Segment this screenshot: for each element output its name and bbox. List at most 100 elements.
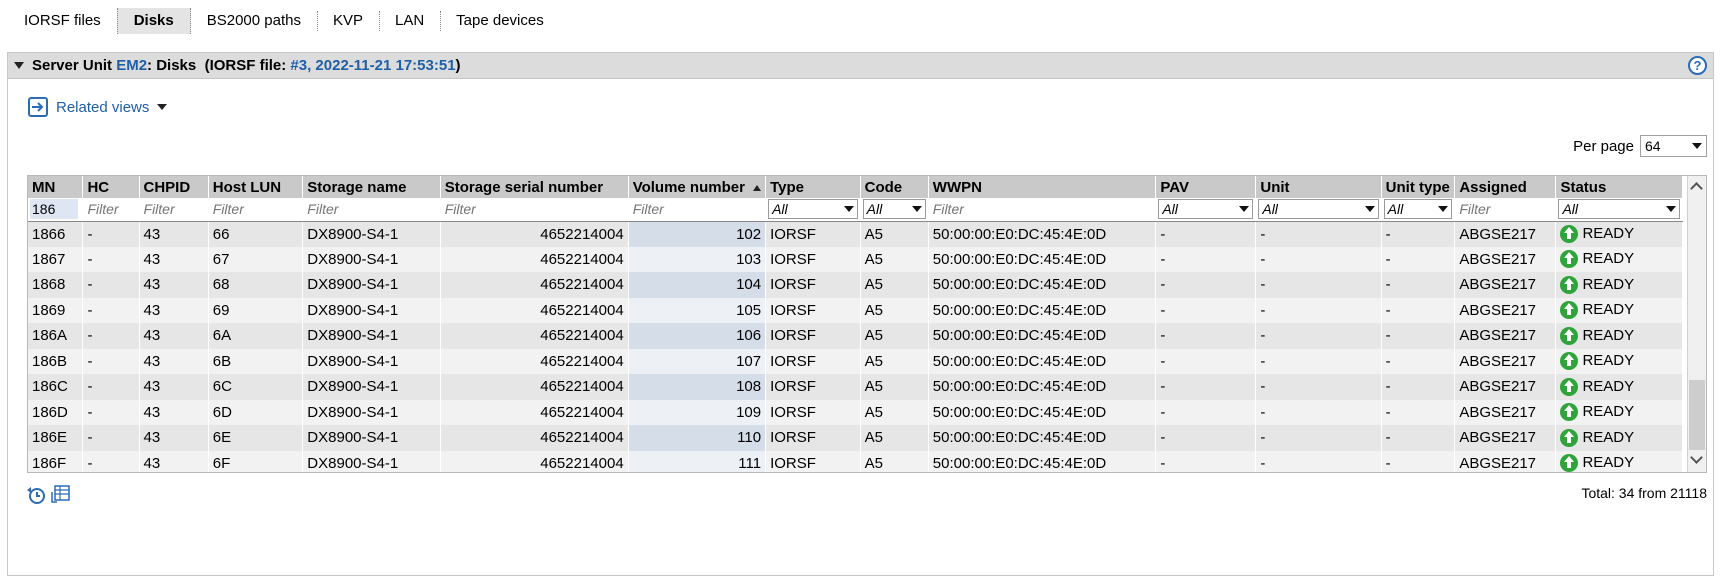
- col-status[interactable]: Status: [1555, 176, 1683, 198]
- cell-mn: 1867: [28, 246, 84, 272]
- table-row[interactable]: 1867-43 67 DX8900-S4-1 4652214004 103 IORSF A5…: [28, 246, 1683, 272]
- related-views-menu[interactable]: Related views: [28, 97, 168, 117]
- filter-status[interactable]: All: [1558, 199, 1680, 220]
- filter-code[interactable]: All: [862, 199, 926, 220]
- cell-hc: -: [82, 272, 140, 298]
- collapse-triangle-icon[interactable]: [14, 62, 24, 69]
- filter-pav[interactable]: All: [1158, 199, 1254, 220]
- col-volume-number[interactable]: Volume number: [628, 176, 767, 198]
- cell-wwpn: 50:00:00:E0:DC:45:4E:0D: [928, 246, 1157, 272]
- filter-unit[interactable]: All: [1258, 199, 1379, 220]
- cell-status: READY: [1555, 399, 1683, 425]
- filter-mn[interactable]: [30, 199, 78, 220]
- table-row[interactable]: 1869-43 69 DX8900-S4-1 4652214004 105 IORSF A5…: [28, 297, 1683, 323]
- cell-pav: -: [1155, 323, 1257, 349]
- cell-storage-serial: 4652214004: [440, 348, 629, 374]
- table-row[interactable]: 186C -43 6C DX8900-S4-1 4652214004 108 IORSF A5…: [28, 374, 1683, 400]
- cell-unit: -: [1255, 297, 1382, 323]
- table-row[interactable]: 186B -43 6B DX8900-S4-1 4652214004 107 IORSF A5…: [28, 348, 1683, 374]
- col-pav[interactable]: PAV: [1155, 176, 1257, 198]
- filter-pav-value: All: [1162, 201, 1178, 218]
- cell-host-lun: 69: [208, 297, 304, 323]
- cell-mn: 186A: [28, 323, 84, 349]
- filter-chpid[interactable]: [141, 199, 206, 220]
- filter-type[interactable]: All: [768, 199, 858, 220]
- cell-code: A5: [860, 348, 929, 374]
- cell-unit-type: -: [1381, 272, 1456, 298]
- tab-disks[interactable]: Disks: [116, 8, 191, 34]
- per-page-select[interactable]: 64: [1640, 135, 1707, 157]
- cell-volume-number: 104: [628, 272, 767, 298]
- table-row[interactable]: 1868-43 68 DX8900-S4-1 4652214004 104 IORSF A5…: [28, 272, 1683, 298]
- cell-storage-serial: 4652214004: [440, 399, 629, 425]
- col-unit-type[interactable]: Unit type: [1381, 176, 1456, 198]
- table-row[interactable]: 186F -43 6F DX8900-S4-1 4652214004 111 IORSF A5…: [28, 450, 1683, 472]
- table-row[interactable]: 186E -43 6E DX8900-S4-1 4652214004 110 IORSF A5…: [28, 425, 1683, 451]
- vertical-scrollbar[interactable]: [1687, 176, 1706, 472]
- cell-mn: 186F: [28, 450, 84, 472]
- filter-assigned[interactable]: [1457, 199, 1554, 220]
- col-unit[interactable]: Unit: [1255, 176, 1382, 198]
- col-host-lun[interactable]: Host LUN: [208, 176, 304, 198]
- export-table-icon[interactable]: [49, 484, 71, 506]
- cell-status: READY: [1555, 246, 1683, 272]
- cell-chpid: 43: [139, 348, 209, 374]
- filter-unit-type[interactable]: All: [1383, 199, 1453, 220]
- cell-storage-serial: 4652214004: [440, 246, 629, 272]
- tab-lan[interactable]: LAN: [378, 8, 440, 34]
- table-row[interactable]: 1866-43 66 DX8900-S4-1 4652214004 102 IORSF A5…: [28, 221, 1683, 247]
- cell-type: IORSF: [765, 450, 861, 472]
- cell-hc: -: [82, 425, 140, 451]
- cell-host-lun: 6E: [208, 425, 304, 451]
- cell-unit-type: -: [1381, 425, 1456, 451]
- refresh-clock-icon[interactable]: [25, 484, 47, 506]
- scrollbar-thumb[interactable]: [1689, 380, 1705, 450]
- status-text: READY: [1582, 224, 1635, 242]
- scroll-up-icon[interactable]: [1690, 182, 1703, 195]
- filter-storage-serial[interactable]: [442, 199, 626, 220]
- iorsf-file-link[interactable]: #3, 2022-11-21 17:53:51: [290, 57, 456, 74]
- table-row[interactable]: 186A -43 6A DX8900-S4-1 4652214004 106 IORSF A5…: [28, 323, 1683, 349]
- col-wwpn[interactable]: WWPN: [928, 176, 1157, 198]
- col-storage-name[interactable]: Storage name: [302, 176, 441, 198]
- cell-unit: -: [1255, 399, 1382, 425]
- tab-bar: IORSF files Disks BS2000 paths KVP LAN T…: [8, 8, 560, 34]
- tab-bs2000-paths[interactable]: BS2000 paths: [206, 12, 301, 29]
- tab-kvp[interactable]: KVP: [316, 8, 379, 34]
- col-hc[interactable]: HC: [82, 176, 140, 198]
- dropdown-arrow-icon: [1438, 206, 1449, 213]
- table-row[interactable]: 186D -43 6D DX8900-S4-1 4652214004 109 IORSF A5…: [28, 399, 1683, 425]
- col-chpid[interactable]: CHPID: [139, 176, 209, 198]
- disks-table: MN HC CHPID Host LUN Storage name Storag…: [27, 175, 1707, 473]
- server-unit-link[interactable]: EM2: [116, 57, 148, 74]
- filter-wwpn[interactable]: [930, 199, 1154, 220]
- scroll-down-icon[interactable]: [1690, 451, 1703, 464]
- filter-storage-name[interactable]: [305, 199, 438, 220]
- green-up-arrow-icon: [1560, 225, 1579, 244]
- col-mn[interactable]: MN: [28, 176, 84, 198]
- dropdown-arrow-icon: [843, 206, 854, 213]
- col-assigned[interactable]: Assigned: [1454, 176, 1557, 198]
- filter-volume-number[interactable]: [630, 199, 764, 220]
- cell-status: READY: [1555, 374, 1683, 400]
- cell-unit: -: [1255, 246, 1382, 272]
- tab-tape-devices[interactable]: Tape devices: [440, 8, 560, 34]
- col-code[interactable]: Code: [860, 176, 929, 198]
- cell-hc: -: [82, 297, 140, 323]
- filter-hc[interactable]: [85, 199, 137, 220]
- cell-mn: 1866: [28, 221, 84, 247]
- panel-header: Server Unit EM2 : Disks (IORSF file: #3,…: [8, 53, 1713, 79]
- table-tools: [25, 484, 73, 506]
- cell-unit-type: -: [1381, 399, 1456, 425]
- cell-assigned: ABGSE217: [1454, 450, 1557, 472]
- col-storage-serial[interactable]: Storage serial number: [440, 176, 629, 198]
- tab-iorsf-files[interactable]: IORSF files: [24, 12, 101, 29]
- help-icon[interactable]: ?: [1688, 56, 1707, 75]
- cell-hc: -: [82, 221, 140, 247]
- cell-pav: -: [1155, 221, 1257, 247]
- filter-host-lun[interactable]: [210, 199, 301, 220]
- cell-unit-type: -: [1381, 374, 1456, 400]
- col-type[interactable]: Type: [765, 176, 861, 198]
- cell-chpid: 43: [139, 272, 209, 298]
- cell-chpid: 43: [139, 450, 209, 472]
